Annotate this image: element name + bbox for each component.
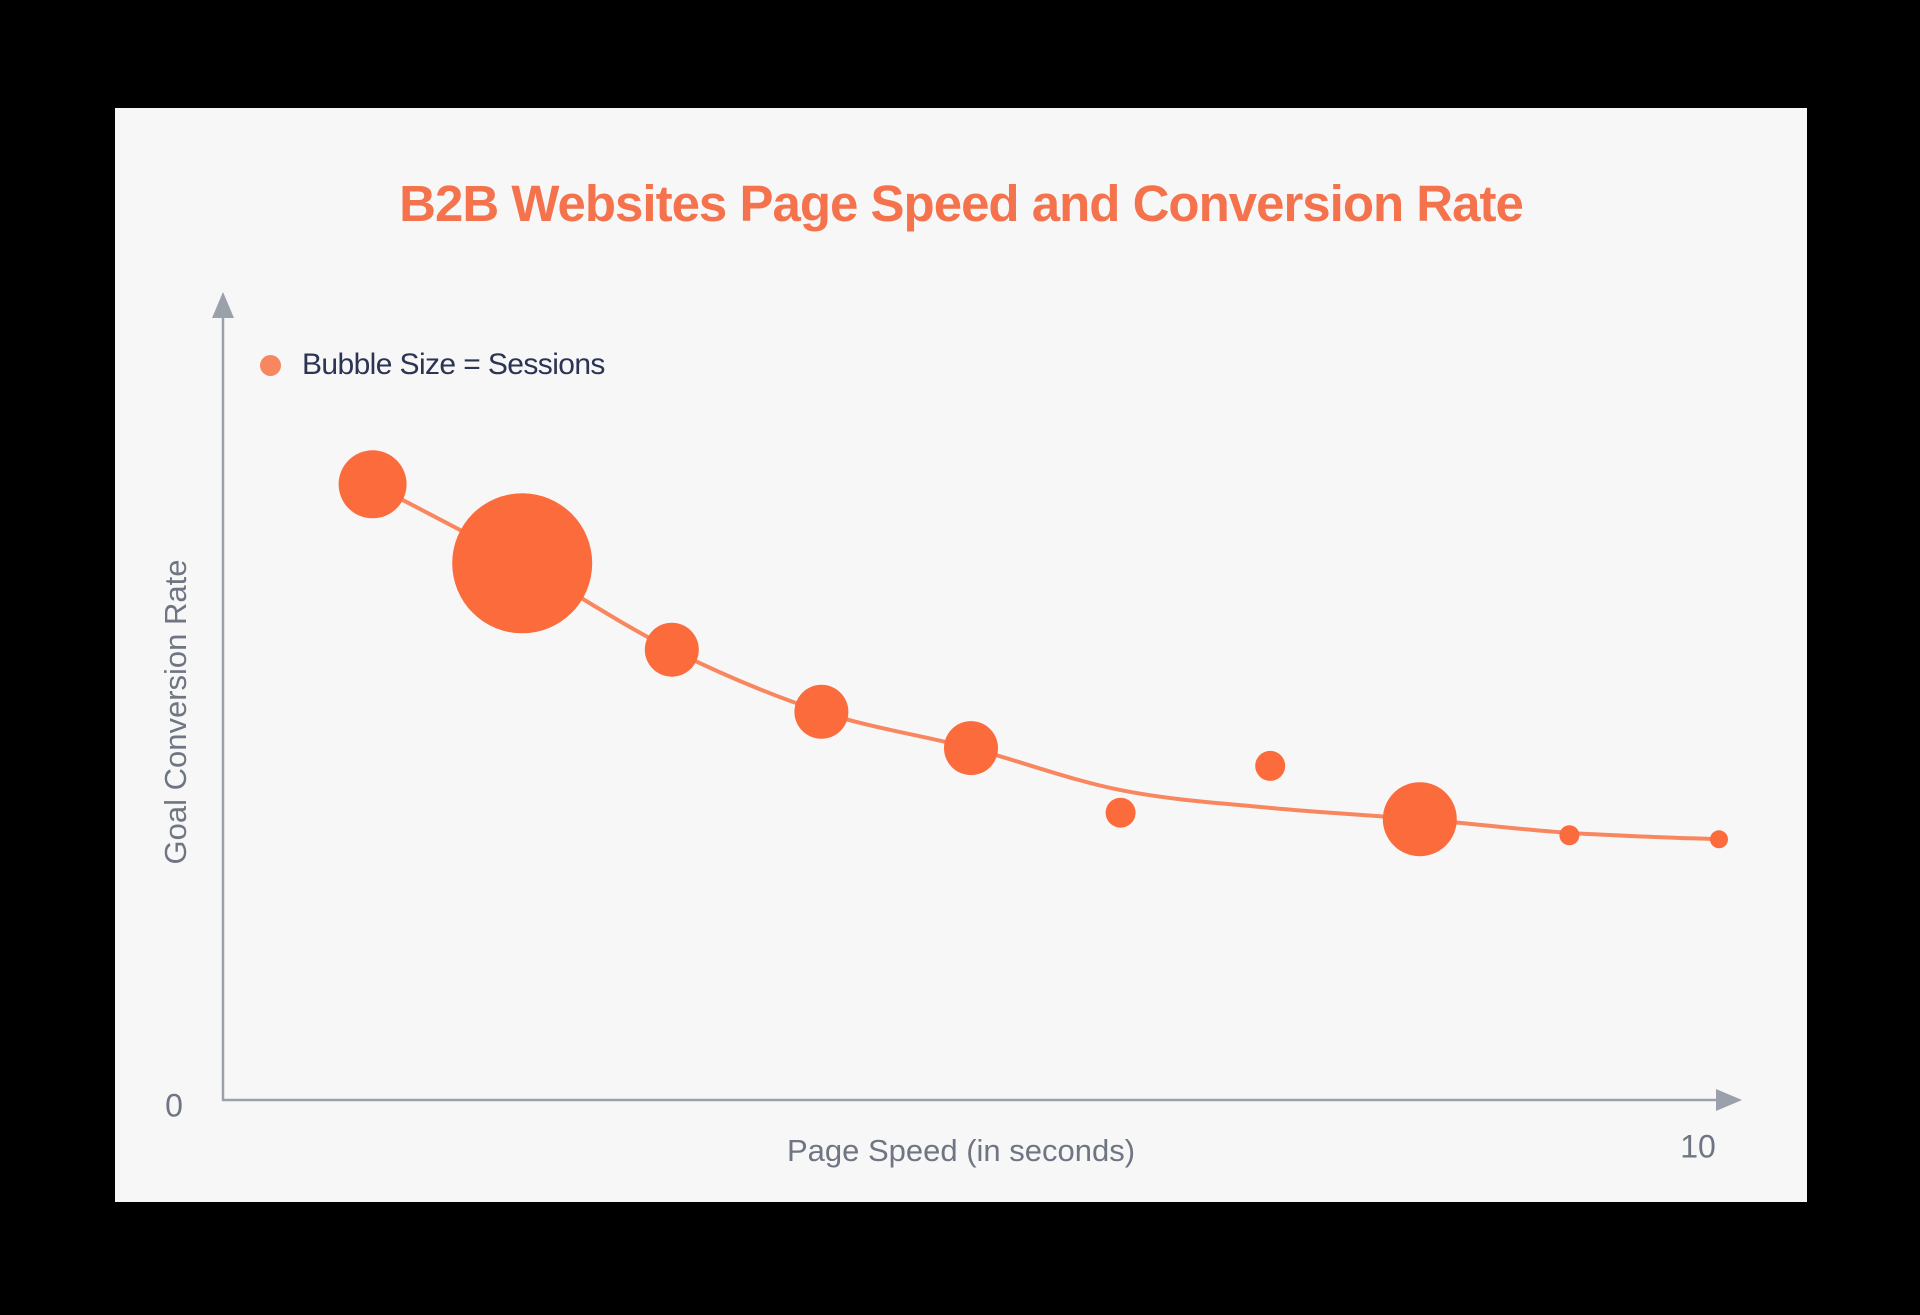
- bubble-8s: [1382, 782, 1457, 857]
- y-axis-origin-tick: 0: [165, 1087, 183, 1124]
- trend-line: [370, 482, 1721, 842]
- y-axis-label: Goal Conversion Rate: [158, 559, 193, 865]
- chart-card: B2B Websites Page Speed and Conversion R…: [115, 108, 1807, 1202]
- bubble-5s: [944, 721, 998, 776]
- bubble-9s: [1559, 825, 1580, 846]
- x-axis-arrow-icon: [1716, 1089, 1742, 1111]
- bubble-4s: [794, 684, 849, 739]
- legend: Bubble Size = Sessions: [260, 348, 605, 382]
- bubble-10s: [1710, 830, 1728, 849]
- legend-bubble-icon: [260, 354, 281, 376]
- x-axis-label: Page Speed (in seconds): [786, 1133, 1136, 1168]
- bubble-6s: [1105, 797, 1136, 828]
- chart-title: B2B Websites Page Speed and Conversion R…: [399, 175, 1524, 232]
- legend-label: Bubble Size = Sessions: [302, 348, 605, 381]
- bubble-7s: [1255, 750, 1286, 781]
- x-axis-max-tick: 10: [1680, 1128, 1716, 1165]
- bubble-chart-plot: [212, 292, 1742, 1111]
- y-axis-arrow-icon: [212, 292, 234, 318]
- bubble-3s: [644, 622, 699, 677]
- bubble-2s: [452, 493, 593, 634]
- bubble-1s: [338, 450, 407, 519]
